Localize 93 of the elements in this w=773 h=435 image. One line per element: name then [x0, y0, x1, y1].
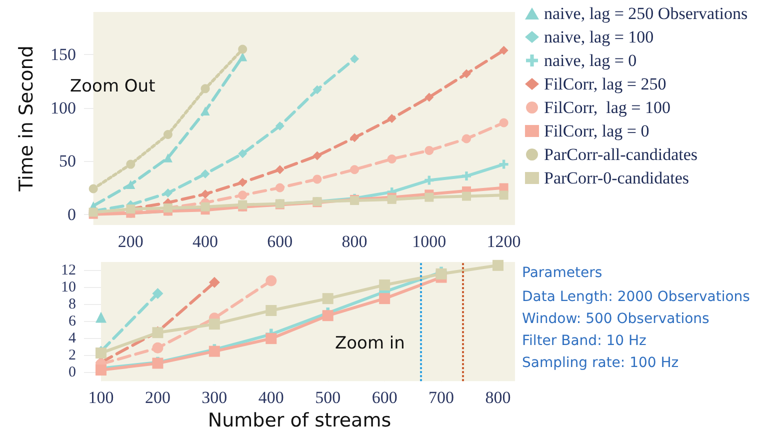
- y-tick-label: 10: [61, 280, 76, 296]
- point: [312, 151, 322, 160]
- text: Sampling rate: 100 Hz: [522, 355, 679, 371]
- x-tick-label: 200: [118, 232, 144, 251]
- legend-label: naive, lag = 250 Observations: [544, 4, 748, 23]
- legend-label: ParCorr-0-candidates: [544, 168, 690, 188]
- point: [350, 133, 360, 142]
- point: [152, 288, 164, 299]
- legend-label: FilCorr, lag = 0: [544, 122, 650, 140]
- x-tick-label: 800: [485, 388, 511, 408]
- y-tick-label: 50: [59, 152, 76, 171]
- point: [499, 46, 508, 55]
- x-tick-label: 800: [342, 232, 368, 251]
- point: [200, 190, 210, 199]
- point: [266, 333, 277, 344]
- point: [152, 342, 164, 354]
- x-tick-label: 1000: [412, 232, 446, 251]
- legend-label: FilCorr, lag = 100: [544, 98, 670, 117]
- x-tick-label: 400: [192, 232, 218, 251]
- x-tick-label: 200: [144, 388, 170, 408]
- y-tick-label: 6: [68, 314, 76, 330]
- point: [322, 293, 334, 304]
- point: [424, 92, 434, 102]
- point: [275, 121, 284, 130]
- point: [96, 312, 107, 323]
- point: [266, 304, 277, 316]
- point: [238, 149, 248, 158]
- point: [350, 165, 360, 174]
- point: [266, 275, 277, 286]
- x-tick-label: 500: [315, 388, 341, 408]
- point: [322, 310, 334, 322]
- point: [275, 165, 284, 174]
- y-tick-label: 150: [50, 45, 76, 64]
- x-axis-title: Number of streams: [208, 410, 392, 432]
- point: [462, 192, 471, 201]
- text: Window: 500 Observations: [522, 311, 710, 327]
- point: [424, 146, 434, 155]
- point: [163, 130, 172, 139]
- y-axis-title: Time in Second: [16, 46, 38, 192]
- y-tick-label: 100: [50, 98, 76, 118]
- point: [462, 69, 471, 78]
- point: [88, 184, 98, 194]
- x-tick-label: 1200: [486, 232, 521, 251]
- point: [238, 178, 248, 187]
- x-tick-label: 600: [372, 388, 398, 408]
- text: Parameters: [522, 265, 602, 281]
- point: [275, 183, 284, 192]
- point: [208, 276, 220, 288]
- point: [200, 202, 210, 212]
- legend-label: FilCorr, lag = 250: [544, 74, 666, 94]
- point: [462, 134, 471, 144]
- point: [126, 180, 136, 190]
- y-tick-label: 2: [68, 348, 76, 364]
- point: [200, 169, 210, 178]
- point: [238, 44, 248, 54]
- legend-label: naive, lag = 100: [544, 28, 654, 46]
- point: [424, 192, 434, 202]
- y-tick-label: 12: [61, 262, 76, 279]
- point: [312, 85, 322, 94]
- point: [499, 160, 508, 169]
- point: [387, 154, 396, 164]
- point: [200, 106, 210, 116]
- point: [126, 160, 136, 169]
- point: [312, 174, 322, 184]
- y-tick-label: 8: [68, 296, 76, 313]
- point: [200, 84, 210, 94]
- x-tick-label: 600: [267, 232, 293, 251]
- point: [379, 279, 390, 290]
- point: [350, 54, 360, 64]
- text: Data Length: 2000 Observations: [522, 289, 750, 305]
- x-tick-label: 100: [88, 388, 114, 408]
- point: [462, 172, 471, 181]
- x-tick-label: 300: [202, 388, 228, 408]
- point: [499, 190, 508, 200]
- legend-label: ParCorr-all-candidates: [544, 145, 698, 164]
- text: Filter Band: 10 Hz: [522, 333, 646, 349]
- point: [163, 188, 172, 198]
- y-tick-label: 0: [68, 204, 76, 224]
- legend-label: naive, lag = 0: [544, 51, 637, 70]
- y-tick-label: 0: [68, 364, 76, 381]
- annotation: Zoom Out: [70, 76, 156, 96]
- point: [208, 318, 220, 330]
- x-tick-label: 700: [428, 388, 454, 408]
- point: [163, 153, 172, 162]
- annotation: Zoom in: [335, 334, 405, 354]
- point: [499, 118, 508, 128]
- point: [238, 190, 248, 200]
- x-tick-label: 400: [258, 388, 284, 408]
- y-tick-label: 4: [68, 330, 76, 347]
- point: [387, 114, 396, 123]
- point: [492, 260, 504, 271]
- point: [424, 176, 434, 185]
- point: [379, 293, 390, 304]
